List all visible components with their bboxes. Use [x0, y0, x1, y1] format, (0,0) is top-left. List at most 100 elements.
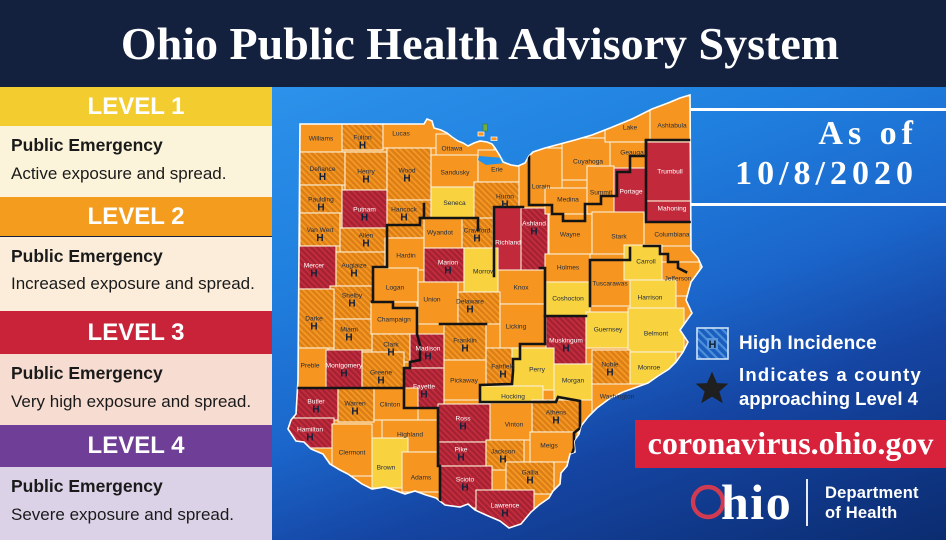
svg-text:Perry: Perry [529, 366, 545, 373]
svg-text:Madison: Madison [416, 345, 441, 352]
svg-text:H: H [340, 369, 347, 380]
svg-text:Ashtabula: Ashtabula [657, 122, 687, 129]
svg-text:H: H [317, 203, 324, 214]
svg-text:H: H [359, 141, 366, 152]
svg-text:Wyandot: Wyandot [427, 229, 453, 236]
svg-text:Carroll: Carroll [636, 258, 656, 265]
svg-text:Morgan: Morgan [562, 377, 585, 384]
svg-text:Lake: Lake [623, 124, 638, 131]
svg-text:Seneca: Seneca [443, 200, 466, 207]
svg-text:Paulding: Paulding [308, 196, 334, 203]
svg-text:H: H [466, 305, 473, 316]
svg-text:H: H [499, 455, 506, 466]
svg-text:Vinton: Vinton [505, 421, 524, 428]
svg-text:Hocking: Hocking [501, 393, 525, 400]
svg-text:Portage: Portage [619, 188, 642, 195]
svg-text:Champaign: Champaign [377, 316, 411, 323]
svg-text:Richland: Richland [495, 239, 521, 246]
svg-text:H: H [350, 269, 357, 280]
svg-text:Fayette: Fayette [413, 383, 435, 390]
svg-text:Scioto: Scioto [456, 476, 475, 483]
svg-text:Henry: Henry [357, 168, 375, 175]
svg-text:Putnam: Putnam [353, 206, 376, 213]
svg-text:H: H [501, 200, 508, 211]
svg-text:Sandusky: Sandusky [441, 169, 471, 176]
svg-text:H: H [403, 174, 410, 185]
svg-text:Pike: Pike [455, 446, 468, 453]
svg-text:Medina: Medina [557, 196, 579, 203]
svg-text:H: H [444, 266, 451, 277]
svg-text:H: H [473, 234, 480, 245]
svg-text:Delaware: Delaware [456, 298, 484, 305]
svg-text:Lucas: Lucas [392, 130, 410, 137]
svg-text:Fulton: Fulton [353, 134, 372, 141]
svg-text:Lawrence: Lawrence [491, 502, 520, 509]
svg-text:Morrow: Morrow [473, 268, 495, 275]
svg-text:Noble: Noble [601, 361, 619, 368]
svg-text:H: H [362, 175, 369, 186]
svg-text:Gallia: Gallia [522, 469, 539, 476]
svg-text:H: H [351, 407, 358, 418]
svg-text:Columbiana: Columbiana [654, 231, 690, 238]
svg-text:Preble: Preble [300, 362, 319, 369]
svg-text:Mercer: Mercer [304, 262, 325, 269]
svg-text:H: H [461, 344, 468, 355]
svg-text:Knox: Knox [513, 284, 529, 291]
svg-text:Auglaize: Auglaize [341, 262, 367, 269]
svg-text:H: H [310, 322, 317, 333]
svg-text:Holmes: Holmes [557, 264, 580, 271]
svg-text:Wayne: Wayne [560, 231, 581, 238]
svg-text:Ross: Ross [455, 415, 471, 422]
svg-text:Summit: Summit [590, 189, 613, 196]
svg-text:H: H [312, 405, 319, 416]
svg-text:Hamilton: Hamilton [297, 426, 323, 433]
svg-text:Clinton: Clinton [380, 401, 401, 408]
svg-text:Hancock: Hancock [391, 206, 417, 213]
svg-text:Mahoning: Mahoning [658, 205, 687, 212]
svg-text:Washington: Washington [600, 393, 635, 400]
svg-text:Union: Union [423, 296, 441, 303]
svg-text:Franklin: Franklin [453, 337, 477, 344]
svg-text:Belmont: Belmont [644, 330, 668, 337]
svg-text:H: H [499, 370, 506, 381]
svg-text:Greene: Greene [370, 369, 392, 376]
svg-text:Erie: Erie [491, 166, 503, 173]
svg-text:H: H [606, 368, 613, 379]
svg-text:Brown: Brown [377, 464, 396, 471]
svg-text:H: H [461, 483, 468, 494]
svg-text:Trumbull: Trumbull [657, 168, 683, 175]
svg-text:H: H [345, 333, 352, 344]
svg-text:Geauga: Geauga [620, 149, 644, 156]
svg-text:Williams: Williams [309, 135, 334, 142]
svg-text:H: H [377, 376, 384, 387]
svg-text:H: H [400, 213, 407, 224]
svg-text:Clark: Clark [383, 341, 399, 348]
svg-text:H: H [501, 509, 508, 520]
svg-text:Lorain: Lorain [532, 183, 551, 190]
svg-text:Logan: Logan [386, 284, 405, 291]
svg-text:H: H [361, 213, 368, 224]
svg-text:Cuyahoga: Cuyahoga [573, 158, 603, 165]
svg-text:H: H [562, 344, 569, 355]
svg-text:Shelby: Shelby [342, 292, 363, 299]
svg-text:Harrison: Harrison [638, 294, 663, 301]
svg-text:Huron: Huron [496, 193, 514, 200]
svg-text:Allen: Allen [359, 232, 374, 239]
svg-text:Marion: Marion [438, 259, 458, 266]
svg-text:Darke: Darke [305, 315, 323, 322]
svg-text:H: H [457, 453, 464, 464]
svg-text:Highland: Highland [397, 431, 423, 438]
svg-text:Crawford: Crawford [464, 227, 491, 234]
svg-text:H: H [526, 476, 533, 487]
svg-text:Athens: Athens [546, 409, 567, 416]
svg-text:H: H [709, 339, 717, 351]
svg-text:H: H [310, 269, 317, 280]
svg-text:Miami: Miami [340, 326, 358, 333]
svg-text:Meigs: Meigs [540, 442, 558, 449]
svg-text:Adams: Adams [411, 474, 432, 481]
svg-text:Hardin: Hardin [396, 252, 416, 259]
svg-text:Defiance: Defiance [309, 166, 335, 173]
svg-text:Jefferson: Jefferson [664, 275, 691, 282]
svg-text:Muskingum: Muskingum [549, 337, 583, 344]
svg-text:H: H [424, 352, 431, 363]
